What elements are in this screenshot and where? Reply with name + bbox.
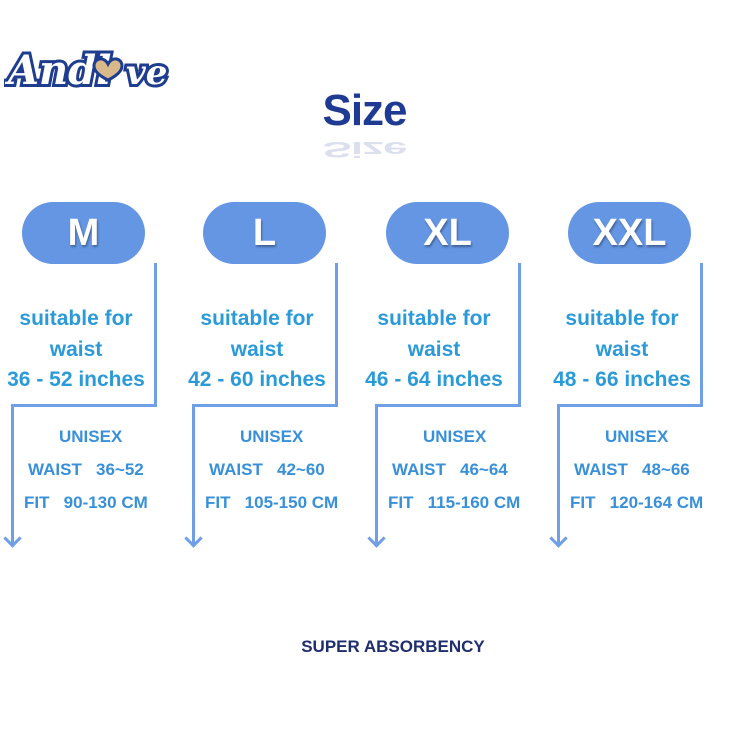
waist-spec: WAIST 36~52 [28, 460, 144, 479]
size-column-xxl: XXL suitable for waist 48 - 66 inches UN… [0, 0, 703, 560]
suitable-text: suitable for waist 46 - 64 inches [354, 304, 514, 396]
waist-spec: WAIST 46~64 [392, 460, 508, 479]
waist-label: waist [595, 337, 649, 361]
svg-text:ve: ve [126, 53, 167, 93]
connector-line [375, 404, 378, 544]
connector-line [192, 404, 338, 407]
andlove-logo: Andl ve [4, 44, 170, 97]
waist-label: waist [49, 337, 103, 361]
suitable-label: suitable for [19, 307, 133, 330]
fit-spec: FIT 105-150 CM [205, 493, 339, 512]
arrow-down-icon [549, 529, 568, 548]
connector-line [335, 263, 338, 407]
suitable-label: suitable for [565, 307, 679, 330]
connector-line [192, 404, 195, 544]
waist-spec: WAIST 48~66 [574, 460, 690, 479]
waist-range: 42 - 60 inches [188, 368, 326, 391]
waist-range: 36 - 52 inches [7, 368, 145, 391]
unisex-label: UNISEX [423, 427, 487, 446]
size-badge: M [22, 202, 145, 264]
waist-spec: WAIST 42~60 [209, 460, 325, 479]
size-badge: XXL [568, 202, 691, 264]
connector-line [375, 404, 521, 407]
size-column-xl: XL suitable for waist 46 - 64 inches UNI… [0, 0, 521, 560]
unisex-label: UNISEX [240, 427, 304, 446]
unisex-label: UNISEX [59, 427, 123, 446]
waist-range: 46 - 64 inches [365, 368, 503, 391]
suitable-label: suitable for [200, 307, 314, 330]
fit-spec: FIT 90-130 CM [24, 493, 148, 512]
footer-text: SUPER ABSORBENCY [301, 637, 485, 656]
arrow-down-icon [367, 529, 386, 548]
waist-label: waist [407, 337, 461, 361]
size-column-m: M suitable for waist 36 - 52 inches UNIS… [0, 0, 190, 560]
waist-range: 48 - 66 inches [553, 368, 691, 391]
waist-label: waist [230, 337, 284, 361]
size-badge: XL [386, 202, 509, 264]
page-title: Size [322, 86, 407, 135]
size-column-l: L suitable for waist 42 - 60 inches UNIS… [0, 0, 338, 560]
connector-line [11, 404, 157, 407]
connector-line [557, 404, 560, 544]
connector-line [700, 263, 703, 407]
size-badge: L [203, 202, 326, 264]
fit-spec: FIT 120-164 CM [570, 493, 704, 512]
suitable-label: suitable for [377, 307, 491, 330]
fit-spec: FIT 115-160 CM [388, 493, 521, 512]
suitable-text: suitable for waist 48 - 66 inches [542, 304, 702, 396]
connector-line [557, 404, 703, 407]
connector-line [154, 263, 157, 407]
suitable-text: suitable for waist 42 - 60 inches [177, 304, 337, 396]
connector-line [518, 263, 521, 407]
suitable-text: suitable for waist 36 - 52 inches [0, 304, 156, 396]
connector-line [11, 404, 14, 544]
unisex-label: UNISEX [605, 427, 669, 446]
